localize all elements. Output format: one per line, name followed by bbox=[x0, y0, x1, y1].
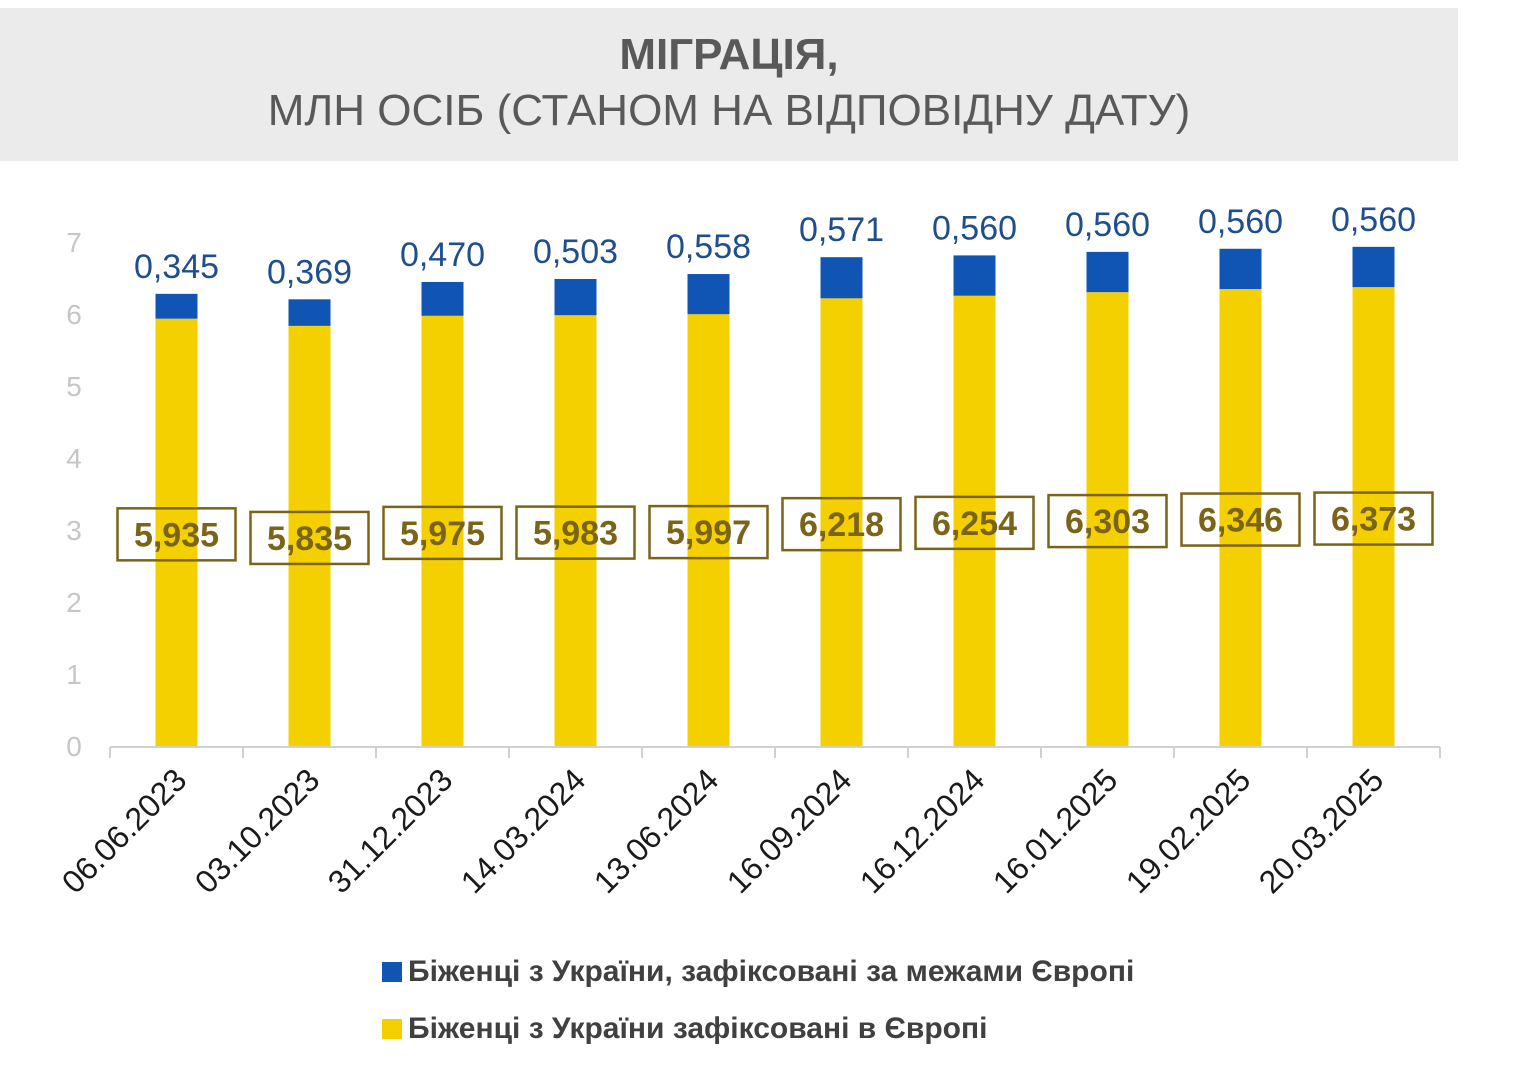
bar-outside-europe bbox=[1086, 251, 1129, 293]
y-tick-label: 1 bbox=[66, 659, 82, 690]
bar-outside-europe bbox=[155, 293, 198, 319]
data-label-box-in-europe bbox=[1313, 491, 1434, 546]
data-label-in-europe: 6,303 bbox=[1065, 503, 1150, 541]
legend-swatch-outside-europe bbox=[382, 962, 402, 982]
bar-in-europe bbox=[953, 295, 996, 746]
legend-label-in-europe: Біженці з України зафіксовані в Європі bbox=[408, 1012, 988, 1045]
data-label-box-in-europe bbox=[781, 496, 902, 552]
data-label-outside-europe: 0,345 bbox=[134, 248, 219, 286]
legend-item-outside-europe: Біженці з України, зафіксовані за межами… bbox=[382, 955, 1134, 989]
bar-outside-europe bbox=[554, 279, 597, 316]
data-label-in-europe: 6,254 bbox=[932, 505, 1017, 543]
data-label-outside-europe: 0,560 bbox=[1331, 201, 1416, 239]
data-label-outside-europe: 0,369 bbox=[267, 253, 352, 291]
data-label-in-europe: 5,975 bbox=[400, 515, 485, 553]
bar-in-europe bbox=[1352, 287, 1395, 746]
data-label-box-in-europe bbox=[382, 505, 503, 561]
data-label-in-europe: 5,997 bbox=[666, 514, 751, 552]
bar-outside-europe bbox=[421, 281, 464, 316]
data-label-in-europe: 5,983 bbox=[533, 515, 618, 553]
bar-outside-europe bbox=[1219, 248, 1262, 290]
y-tick-label: 4 bbox=[66, 443, 82, 474]
data-label-outside-europe: 0,470 bbox=[400, 236, 485, 274]
data-label-box-in-europe bbox=[648, 504, 769, 560]
y-tick-label: 3 bbox=[66, 515, 82, 546]
data-label-outside-europe: 0,560 bbox=[1065, 206, 1150, 244]
bar-outside-europe bbox=[953, 255, 996, 296]
x-tick-label: 14.03.2024 bbox=[454, 761, 593, 900]
chart-title-band bbox=[0, 8, 1458, 161]
x-tick-label: 19.02.2025 bbox=[1119, 761, 1258, 900]
legend-item-in-europe: Біженці з України зафіксовані в Європі bbox=[382, 1012, 987, 1046]
y-tick-label: 2 bbox=[66, 587, 82, 618]
x-tick-label: 16.12.2024 bbox=[853, 761, 992, 900]
x-tick-label: 13.06.2024 bbox=[587, 761, 726, 900]
x-tick-label: 06.06.2023 bbox=[55, 761, 194, 900]
bar-in-europe bbox=[155, 318, 198, 746]
data-label-box-in-europe bbox=[515, 505, 636, 560]
data-label-outside-europe: 0,503 bbox=[533, 233, 618, 271]
y-tick-label: 5 bbox=[66, 371, 82, 402]
x-tick-label: 16.01.2025 bbox=[986, 761, 1125, 900]
bar-outside-europe bbox=[820, 257, 863, 299]
data-label-outside-europe: 0,558 bbox=[666, 228, 751, 266]
data-label-outside-europe: 0,560 bbox=[932, 209, 1017, 247]
legend-swatch-in-europe bbox=[382, 1019, 402, 1039]
data-label-box-in-europe bbox=[914, 495, 1035, 551]
y-tick-label: 6 bbox=[66, 299, 82, 330]
chart-title: МІГРАЦІЯ, bbox=[619, 30, 839, 79]
y-tick-label: 0 bbox=[66, 731, 82, 762]
bar-in-europe bbox=[687, 314, 730, 746]
bar-outside-europe bbox=[687, 274, 730, 315]
data-label-in-europe: 5,835 bbox=[267, 520, 352, 558]
data-label-box-in-europe bbox=[116, 507, 237, 562]
bar-in-europe bbox=[1219, 289, 1262, 746]
bar-outside-europe bbox=[1352, 246, 1395, 288]
data-label-box-in-europe bbox=[1047, 493, 1168, 549]
bar-in-europe bbox=[1086, 292, 1129, 746]
data-label-box-in-europe bbox=[249, 510, 370, 566]
bar-outside-europe bbox=[288, 299, 331, 326]
bar-in-europe bbox=[820, 298, 863, 746]
data-label-in-europe: 5,935 bbox=[134, 516, 219, 554]
x-tick-label: 16.09.2024 bbox=[720, 761, 859, 900]
data-label-outside-europe: 0,571 bbox=[799, 211, 884, 249]
x-tick-label: 20.03.2025 bbox=[1252, 761, 1391, 900]
x-tick-label: 31.12.2023 bbox=[321, 761, 460, 900]
data-label-outside-europe: 0,560 bbox=[1198, 203, 1283, 241]
data-label-box-in-europe bbox=[1180, 492, 1301, 547]
chart-subtitle: МЛН ОСІБ (СТАНОМ НА ВІДПОВІДНУ ДАТУ) bbox=[267, 86, 1191, 135]
bar-in-europe bbox=[421, 315, 464, 746]
y-tick-label: 7 bbox=[66, 227, 82, 258]
bar-in-europe bbox=[288, 325, 331, 746]
data-label-in-europe: 6,218 bbox=[799, 506, 884, 544]
x-tick-label: 03.10.2023 bbox=[188, 761, 327, 900]
data-label-in-europe: 6,346 bbox=[1198, 502, 1283, 540]
data-label-in-europe: 6,373 bbox=[1331, 501, 1416, 539]
legend-label-outside-europe: Біженці з України, зафіксовані за межами… bbox=[408, 955, 1135, 988]
bar-in-europe bbox=[554, 315, 597, 746]
